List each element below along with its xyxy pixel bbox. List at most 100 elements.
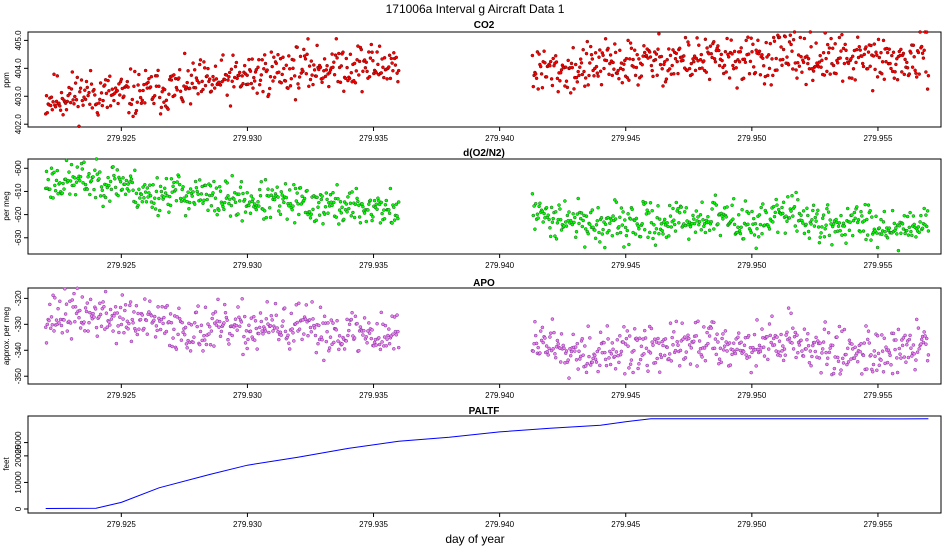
apo-point: [546, 353, 550, 357]
do2n2-point: [836, 224, 841, 228]
do2n2-point: [614, 200, 619, 204]
apo-point: [898, 352, 902, 356]
co2-point: [254, 67, 259, 72]
co2-point: [921, 56, 926, 60]
apo-point: [73, 305, 78, 309]
apo-point: [755, 318, 759, 322]
co2-point: [903, 57, 907, 62]
apo-point: [780, 349, 784, 353]
co2-point: [627, 78, 631, 82]
co2-point: [686, 40, 690, 44]
co2-point: [339, 64, 344, 68]
co2-point: [556, 89, 560, 94]
apo-point: [880, 349, 885, 353]
do2n2-point: [196, 192, 200, 196]
apo-point: [605, 324, 610, 328]
apo-point: [325, 329, 329, 334]
panel-do2n2-ticks: 279.925 279.930 279.935 279.940 279.945 279.9…: [14, 160, 893, 270]
apo-point: [613, 367, 618, 371]
apo-point: [159, 317, 164, 322]
co2-point: [344, 56, 349, 61]
co2-point: [598, 69, 603, 74]
apo-point: [180, 320, 184, 325]
do2n2-point: [861, 229, 866, 233]
apo-point: [779, 332, 783, 337]
x-tick-label: 279.930: [233, 520, 262, 529]
apo-point: [103, 289, 108, 294]
co2-point: [877, 55, 882, 60]
apo-point: [213, 310, 218, 314]
do2n2-point: [914, 235, 918, 239]
do2n2-point: [163, 191, 168, 195]
apo-point: [114, 341, 119, 346]
co2-point: [668, 53, 673, 58]
co2-point: [811, 78, 815, 83]
do2n2-point: [257, 204, 261, 208]
apo-point: [264, 317, 269, 321]
apo-point: [614, 350, 619, 354]
y-tick-label: -320: [14, 290, 23, 307]
apo-point: [345, 317, 349, 322]
apo-point: [553, 352, 557, 356]
co2-point: [738, 49, 743, 54]
do2n2-point: [558, 207, 562, 211]
apo-point: [824, 350, 828, 355]
co2-point: [255, 91, 259, 95]
do2n2-point: [912, 222, 916, 227]
do2n2-point: [672, 218, 676, 222]
do2n2-point: [237, 192, 241, 196]
apo-point: [128, 303, 132, 308]
co2-point: [665, 57, 669, 62]
do2n2-point: [348, 201, 353, 206]
do2n2-point: [108, 199, 112, 203]
apo-point: [608, 362, 613, 367]
co2-point: [212, 86, 217, 90]
co2-point: [636, 83, 640, 87]
co2-point: [335, 56, 339, 60]
co2-point: [635, 52, 639, 57]
do2n2-point: [320, 194, 324, 198]
co2-point: [45, 110, 50, 115]
apo-point: [636, 366, 640, 371]
apo-point: [882, 336, 887, 341]
apo-point: [206, 322, 210, 326]
co2-point: [200, 79, 204, 84]
co2-point: [857, 44, 862, 49]
do2n2-point: [120, 187, 125, 192]
apo-point: [63, 287, 67, 291]
do2n2-point: [394, 202, 399, 207]
do2n2-point: [164, 176, 169, 181]
co2-point: [707, 77, 712, 82]
apo-point: [912, 352, 916, 356]
apo-point: [70, 298, 75, 302]
do2n2-point: [278, 212, 283, 217]
do2n2-point: [187, 200, 192, 205]
do2n2-point: [303, 210, 308, 215]
co2-point: [681, 58, 685, 63]
co2-point: [68, 100, 73, 105]
apo-point: [202, 333, 206, 338]
do2n2-point: [53, 188, 58, 193]
apo-point: [199, 323, 204, 328]
apo-point: [847, 338, 852, 343]
do2n2-point: [155, 176, 159, 180]
apo-point: [876, 351, 881, 356]
do2n2-point: [665, 221, 669, 225]
apo-point: [217, 325, 221, 329]
do2n2-point: [850, 233, 855, 238]
do2n2-point: [133, 200, 138, 205]
apo-point: [922, 330, 926, 334]
apo-point: [754, 364, 758, 368]
apo-point: [835, 335, 839, 339]
y-tick-label: 404.0: [14, 58, 23, 79]
apo-point: [136, 311, 140, 316]
co2-point: [758, 73, 763, 77]
apo-point: [297, 301, 301, 306]
panel-co2-ylabel: ppm: [2, 72, 11, 88]
co2-point: [138, 95, 143, 100]
apo-point: [51, 293, 55, 298]
apo-point: [355, 321, 359, 326]
apo-point: [358, 325, 363, 329]
do2n2-point: [98, 170, 102, 174]
do2n2-point: [267, 206, 272, 210]
